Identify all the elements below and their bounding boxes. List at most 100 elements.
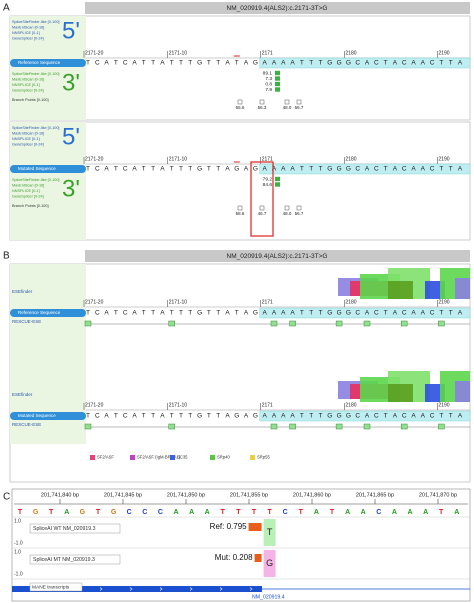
sequence-base: C [402, 413, 407, 420]
sequence-base: A [393, 60, 398, 67]
rescue-mark [270, 320, 278, 327]
sequence-pill [10, 412, 86, 420]
sequence-base: T [319, 413, 323, 420]
branch-box [237, 99, 243, 105]
sequence-base: T [439, 60, 443, 67]
score-bar [248, 523, 262, 531]
five-prime: 5' [62, 123, 80, 150]
sequence-base: A [421, 413, 426, 420]
sequence-base: A [132, 166, 137, 173]
sequence-base: T [309, 310, 313, 317]
sequence-base: T [86, 166, 90, 173]
sequence-base: T [188, 310, 192, 317]
sequence-base: C [95, 60, 100, 67]
sequence-base: A [421, 310, 426, 317]
position-label: 2171-20 [85, 156, 104, 162]
sequence-base: G [337, 413, 342, 420]
branch-box [259, 205, 265, 211]
sequence-base: T [300, 60, 304, 67]
splice-score: Ref: 0.795 [210, 522, 247, 531]
sequence-base: G [197, 310, 202, 317]
sequence-base: T [151, 166, 155, 173]
sequence-base: T [179, 166, 183, 173]
sequence-base: A [411, 413, 416, 420]
legend-swatch [250, 455, 255, 460]
branch-score: 58.6 [236, 211, 245, 216]
sequence-base: T [330, 509, 335, 516]
sequence-base: T [309, 60, 313, 67]
branch-score: 48.0 [283, 105, 292, 110]
variant-base: T [267, 527, 273, 537]
transcripts-box [29, 582, 83, 592]
sequence-base: T [170, 310, 174, 317]
branch-label: Branch Points [0-100] [12, 98, 49, 102]
label-column [10, 122, 86, 240]
sequence-base: C [355, 413, 360, 420]
base-box [263, 550, 276, 577]
sequence-base: C [123, 413, 128, 420]
position-label: 2171-10 [169, 402, 188, 408]
sequence-base: G [197, 60, 202, 67]
track-name-box [29, 554, 121, 565]
sequence-base: T [384, 413, 388, 420]
sequence-name: Reference Sequence [18, 310, 61, 315]
sequence-base: T [151, 413, 155, 420]
position-label: 2180 [345, 156, 356, 162]
branch-score: 56.3 [258, 105, 267, 110]
branch-label: Branch Points [0-100] [12, 204, 49, 208]
sequence-base: A [160, 310, 165, 317]
sequence-base: T [207, 413, 211, 420]
rescue-mark [438, 320, 445, 327]
sequence-base: C [374, 310, 379, 317]
highlight-box [250, 161, 274, 237]
position-label: 2190 [438, 50, 449, 56]
sequence-base: A [132, 413, 137, 420]
sequence-base: C [283, 509, 288, 516]
sequence-base: C [355, 166, 360, 173]
sequence-base: T [235, 60, 239, 67]
position-label: 2171 [262, 50, 273, 56]
branch-score: 56.7 [295, 211, 304, 216]
sequence-base: T [309, 166, 313, 173]
tool-label: GeneSplicer [0-24] [12, 89, 44, 93]
exon-highlight [259, 410, 471, 422]
sequence-base: C [374, 413, 379, 420]
sequence-base: T [221, 509, 226, 516]
sequence-base: C [95, 166, 100, 173]
sequence-name: Mutated Sequence [18, 413, 56, 418]
sequence-base: C [355, 60, 360, 67]
splice-score: 7.9 [265, 87, 272, 93]
rescue-mark [335, 320, 343, 327]
tool-label: SpliceSiteFinder-like [0-100] [12, 20, 59, 24]
sequence-base: T [18, 509, 23, 516]
tool-label: SpliceSiteFinder-like [0-100] [12, 126, 59, 130]
sequence-base: A [263, 310, 268, 317]
branch-box [284, 99, 290, 105]
sequence-base: A [104, 166, 109, 173]
sequence-base: A [272, 166, 277, 173]
legend-label: SRp55 [257, 455, 270, 460]
sequence-base: G [197, 166, 202, 173]
track-name-box [29, 523, 121, 534]
three-prime: 3' [62, 175, 80, 202]
sequence-base: T [300, 413, 304, 420]
sequence-base: T [114, 413, 118, 420]
sequence-base: T [142, 310, 146, 317]
sequence-base: A [104, 310, 109, 317]
sequence-base: A [290, 166, 295, 173]
five-prime: 5' [62, 17, 80, 44]
sequence-base: G [80, 509, 86, 516]
tool-label: SpliceSiteFinder-like [0-100] [12, 178, 59, 182]
sequence-base: A [365, 310, 370, 317]
sequence-base: A [244, 413, 249, 420]
transcripts-label: MANE transcripts [32, 584, 70, 590]
tool-label: NNSPLICE [0-1] [12, 189, 40, 193]
sequence-base: G [337, 60, 342, 67]
sequence-base: C [355, 310, 360, 317]
sequence-base: G [234, 413, 239, 420]
sequence-base: T [216, 60, 220, 67]
sequence-base: A [393, 413, 398, 420]
strand-arrow [159, 587, 163, 591]
sequence-base: C [95, 413, 100, 420]
ese-block [388, 384, 413, 402]
